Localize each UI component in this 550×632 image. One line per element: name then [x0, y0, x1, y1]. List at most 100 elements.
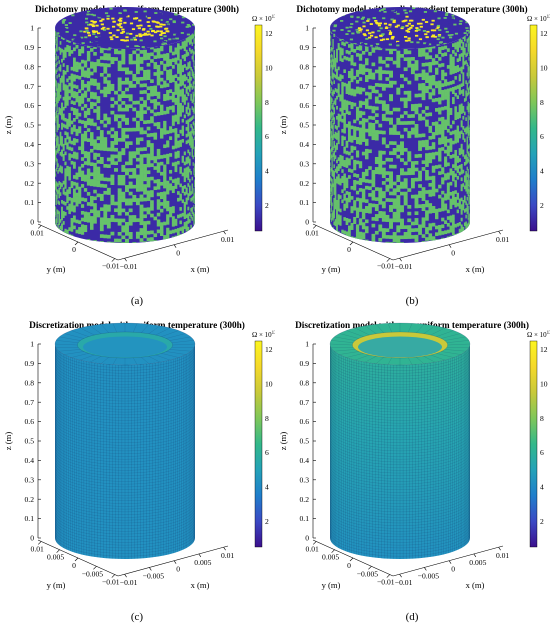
colorbar-tick-label: 12 — [265, 29, 273, 38]
z-tick-label: 1 — [30, 340, 34, 349]
x-axis-line — [392, 545, 504, 577]
z-tick-label: 0.6 — [25, 417, 35, 426]
x-tick-mark — [498, 547, 501, 551]
z-tick-label: 0.8 — [25, 378, 35, 387]
colorbar-tick-label: 2 — [540, 201, 544, 210]
x-tick-mark — [399, 258, 402, 262]
colorbar-tick-label: 8 — [540, 414, 544, 423]
colorbar — [254, 340, 263, 548]
x-tick-label: −0.01 — [395, 262, 413, 271]
panel-d: Discretization model with non-uniform te… — [275, 316, 550, 632]
y-tick-label: 0 — [347, 561, 351, 570]
y-tick-label: −0.01 — [102, 578, 120, 587]
y-tick-label: −0.01 — [102, 262, 120, 271]
colorbar-tick-label: 2 — [265, 201, 269, 210]
z-tick-label: 0.6 — [25, 101, 35, 110]
z-tick-label: 0.9 — [25, 43, 35, 52]
z-tick-label: 0.3 — [300, 475, 310, 484]
chart-svg-b: Dichotomy model with radial gradient tem… — [278, 4, 550, 307]
x-tick-mark — [149, 567, 152, 571]
y-tick-label: 0 — [72, 245, 76, 254]
z-tick-label: 0.4 — [25, 456, 35, 465]
colorbar-tick-label: 8 — [265, 414, 269, 423]
x-axis-line — [117, 229, 229, 261]
z-tick-label: 0.2 — [25, 495, 35, 504]
y-tick-mark — [312, 541, 317, 545]
x-tick-label: 0 — [451, 249, 455, 258]
colorbar-tick-label: 8 — [265, 98, 269, 107]
z-tick-label: 0.3 — [25, 159, 35, 168]
x-tick-mark — [448, 560, 452, 564]
y-tick-label: −0.01 — [377, 578, 395, 587]
x-tick-mark — [173, 244, 177, 248]
y-tick-mark — [37, 541, 42, 545]
z-tick-label: 0.1 — [300, 198, 310, 207]
y-tick-mark — [331, 549, 335, 553]
x-axis-label: x (m) — [191, 264, 210, 274]
z-tick-label: 0.7 — [300, 82, 310, 91]
z-tick-label: 0 — [305, 218, 309, 227]
x-axis-line — [117, 545, 229, 577]
y-tick-label: −0.005 — [357, 569, 379, 578]
z-tick-label: 1 — [305, 24, 309, 33]
colorbar-tick-label: 10 — [265, 63, 273, 72]
z-tick-label: 0.9 — [300, 359, 310, 368]
colorbar-tick-label: 2 — [265, 517, 269, 526]
panel-b: Dichotomy model with radial gradient tem… — [275, 0, 550, 316]
x-tick-mark — [223, 547, 226, 551]
z-axis-label: z (m) — [3, 432, 13, 451]
panel-caption: (b) — [406, 295, 419, 307]
z-tick-label: 0.2 — [300, 179, 310, 188]
y-tick-mark — [111, 258, 116, 262]
x-tick-label: 0.01 — [496, 551, 509, 560]
y-tick-label: 0.01 — [31, 228, 44, 237]
colorbar-unit-label: Ω × 1013 — [527, 331, 550, 339]
x-axis-label: x (m) — [191, 580, 210, 590]
x-tick-label: 0 — [176, 249, 180, 258]
z-tick-label: 1 — [30, 24, 34, 33]
y-tick-mark — [368, 566, 372, 570]
z-tick-label: 0.1 — [25, 514, 35, 523]
z-tick-label: 1 — [305, 340, 309, 349]
colorbar — [529, 340, 538, 548]
panel-caption: (c) — [131, 611, 144, 623]
colorbar-tick-label: 12 — [540, 29, 548, 38]
x-tick-mark — [198, 553, 202, 558]
x-tick-mark — [473, 553, 477, 558]
colorbar-tick-label: 4 — [540, 166, 544, 175]
y-tick-mark — [349, 241, 354, 246]
z-tick-label: 0.5 — [300, 121, 310, 130]
colorbar-tick-label: 6 — [540, 132, 544, 141]
z-tick-label: 0.3 — [25, 475, 35, 484]
y-tick-mark — [386, 258, 391, 262]
colorbar-unit-label: Ω × 1013 — [252, 15, 275, 23]
y-tick-label: 0 — [72, 561, 76, 570]
y-tick-mark — [111, 574, 116, 578]
colorbar-tick-label: 4 — [265, 482, 269, 491]
y-axis-label: y (m) — [47, 580, 66, 590]
y-axis-label: y (m) — [322, 580, 341, 590]
x-tick-label: 0.01 — [496, 235, 509, 244]
z-tick-label: 0.2 — [300, 495, 310, 504]
colorbar-tick-label: 4 — [265, 166, 269, 175]
x-tick-label: −0.01 — [120, 578, 138, 587]
z-axis-label: z (m) — [278, 432, 288, 451]
z-tick-label: 0 — [305, 534, 309, 543]
y-tick-label: −0.01 — [377, 262, 395, 271]
colorbar-tick-label: 12 — [265, 345, 273, 354]
y-tick-mark — [56, 549, 60, 553]
y-tick-mark — [349, 557, 354, 562]
x-tick-mark — [399, 574, 402, 578]
z-tick-label: 0.6 — [300, 101, 310, 110]
z-tick-label: 0.8 — [300, 62, 310, 71]
colorbar-tick-label: 6 — [265, 448, 269, 457]
z-tick-label: 0.1 — [300, 514, 310, 523]
colorbar-tick-label: 12 — [540, 345, 548, 354]
colorbar-tick-label: 2 — [540, 517, 544, 526]
x-axis-label: x (m) — [466, 580, 485, 590]
panel-caption: (d) — [406, 611, 419, 623]
y-tick-label: 0.01 — [31, 544, 44, 553]
colorbar-unit-label: Ω × 1013 — [527, 15, 550, 23]
x-axis-line — [392, 229, 504, 261]
chart-svg-d: Discretization model with non-uniform te… — [278, 320, 550, 623]
